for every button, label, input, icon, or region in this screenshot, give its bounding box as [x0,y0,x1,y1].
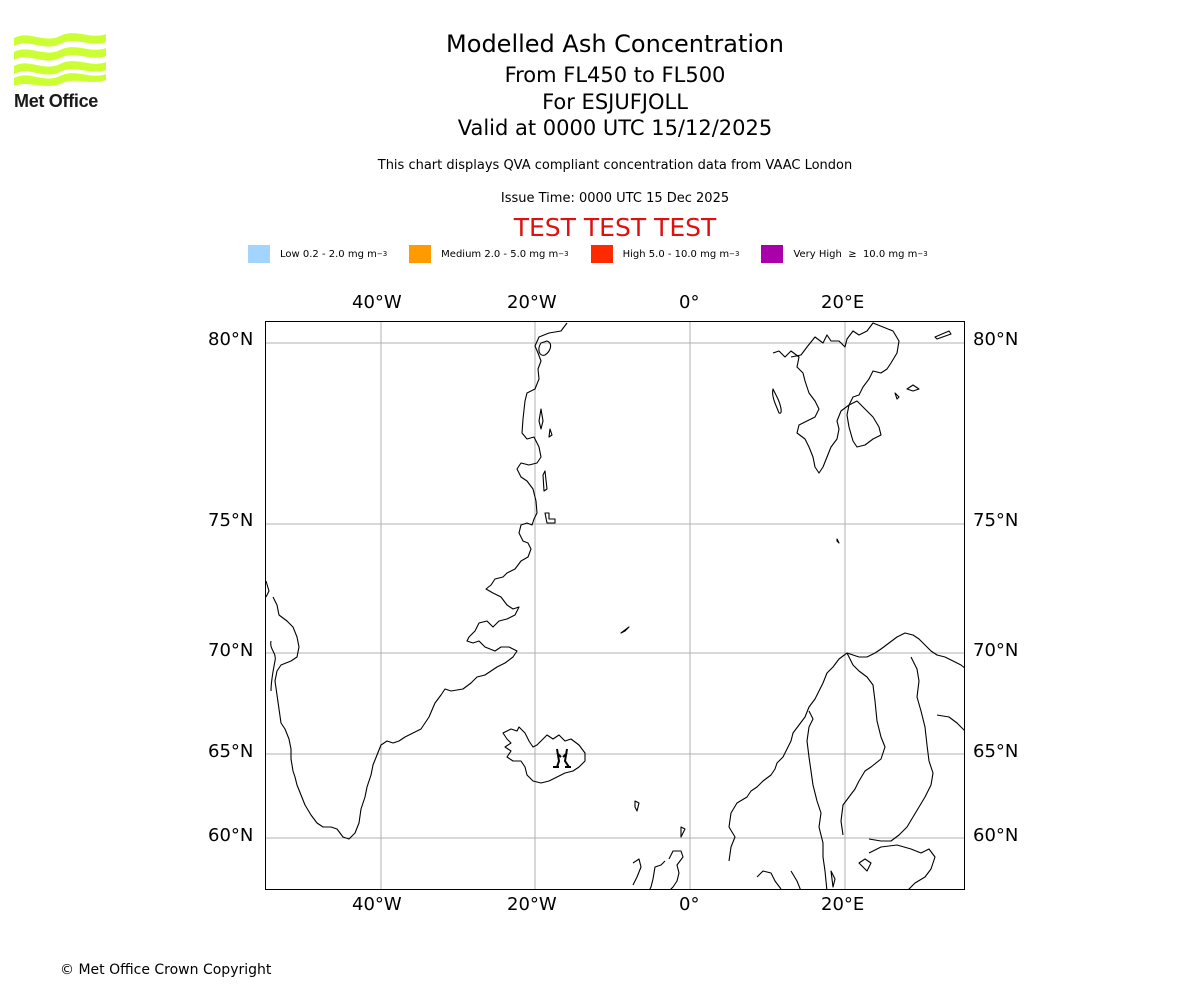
lat-label-right: 70°N [973,640,1019,661]
legend-swatch-medium [409,245,432,263]
chart-title: Modelled Ash Concentration [446,30,784,58]
lat-label-left: 65°N [208,741,254,762]
legend-exponent: −3 [376,250,388,258]
lon-label-bottom: 40°W [352,894,402,915]
lon-label-top: 0° [679,292,700,313]
greenland-coast [272,322,568,840]
legend-swatch-high [590,245,613,263]
legend-swatch-very-high [761,245,784,263]
concentration-legend: Low 0.2 - 2.0 mg m −3 Medium 2.0 - 5.0 mg… [248,244,950,264]
lat-label-right: 80°N [973,329,1019,350]
lat-label-right: 75°N [973,510,1019,531]
lat-label-left: 60°N [208,825,254,846]
legend-item-low: Low 0.2 - 2.0 mg m −3 [248,245,387,263]
legend-exponent: −3 [729,250,740,258]
lon-label-top: 40°W [352,292,402,313]
flight-levels: From FL450 to FL500 [504,63,726,87]
map-canvas [266,322,964,889]
lat-label-left: 75°N [208,510,254,531]
lat-label-right: 65°N [973,741,1019,762]
legend-label: Very High ≥ 10.0 mg m [793,248,918,260]
scotland-coast [649,850,684,889]
svalbard-coast [772,322,900,474]
volcano-marker-icon [553,748,571,768]
volcano-name: For ESJUFJOLL [542,90,688,114]
legend-label: Medium 2.0 - 5.0 mg m [441,248,559,260]
legend-exponent: −3 [917,250,928,258]
lat-label-left: 80°N [208,329,254,350]
scandinavia-coast [728,632,964,862]
lat-label-left: 70°N [208,640,254,661]
met-office-logo: Met Office [14,30,106,112]
lon-label-bottom: 20°W [507,894,557,915]
lon-label-bottom: 0° [679,894,700,915]
test-banner: TEST TEST TEST [513,213,717,242]
legend-exponent: −3 [558,250,569,258]
met-office-waves-icon [14,33,106,86]
lon-label-top: 20°E [821,292,865,313]
issue-time: Issue Time: 0000 UTC 15 Dec 2025 [500,191,730,206]
legend-item-medium: Medium 2.0 - 5.0 mg m −3 [409,245,569,263]
lon-label-top: 20°W [507,292,557,313]
legend-label: High 5.0 - 10.0 mg m [622,248,730,260]
legend-label: Low 0.2 - 2.0 mg m [280,248,377,260]
lat-label-right: 60°N [973,825,1019,846]
legend-item-very-high: Very High ≥ 10.0 mg m −3 [761,245,928,263]
iceland-coast [502,726,586,784]
graticule [266,322,964,889]
copyright-notice: © Met Office Crown Copyright [60,962,272,978]
coastlines [266,322,964,889]
lon-label-bottom: 20°E [821,894,865,915]
legend-swatch-low [248,245,270,263]
legend-item-high: High 5.0 - 10.0 mg m −3 [590,245,740,263]
map-panel[interactable] [265,321,965,890]
chart-description: This chart displays QVA compliant concen… [377,158,853,173]
valid-time: Valid at 0000 UTC 15/12/2025 [457,116,773,140]
logo-wordmark: Met Office [14,91,99,111]
